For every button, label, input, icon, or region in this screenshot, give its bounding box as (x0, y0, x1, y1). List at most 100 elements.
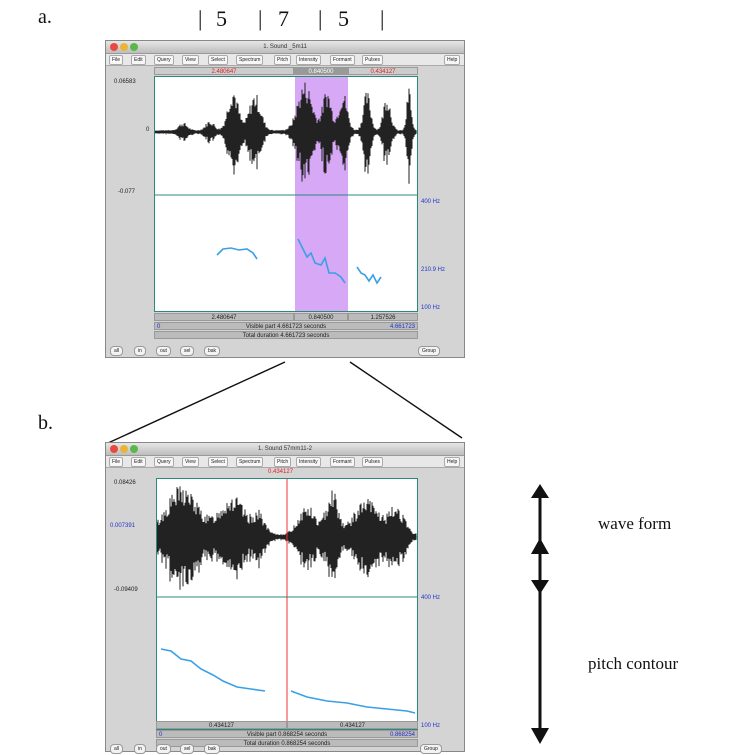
selection-start-time: 2.480647 (154, 67, 294, 75)
bottom-selection-duration: 0.840500 (294, 313, 348, 321)
tone-separator: | (318, 6, 325, 31)
window-titlebar: 1. Sound _5m11 (106, 41, 464, 54)
zoom-all-button[interactable]: all (110, 744, 124, 754)
zoom-in-button[interactable]: in (134, 744, 146, 754)
selection-duration: 0.840500 (294, 67, 348, 75)
waveform-y-zero: 0 (146, 127, 150, 133)
menu-intensity[interactable]: Intensity (296, 457, 321, 467)
visible-end: 0.868254 (389, 732, 415, 738)
menu-bar: File Edit Query View Select Spectrum Pit… (106, 54, 464, 66)
sound-plot-b[interactable] (156, 478, 418, 730)
menu-help[interactable]: Help (444, 55, 461, 65)
zoom-all-button[interactable]: all (110, 346, 124, 356)
window-title: 1. Sound _5m11 (263, 44, 307, 50)
menu-view[interactable]: View (182, 457, 199, 467)
waveform-a (155, 82, 417, 184)
panel-label-a: a. (38, 6, 52, 28)
zoom-out-button[interactable]: out (156, 346, 171, 356)
menu-query[interactable]: Query (154, 457, 174, 467)
sound-window-b: 1. Sound 57mm11-2 File Edit Query View S… (105, 442, 465, 754)
pitch-contour-segment (356, 266, 382, 285)
pitch-contour-segment (160, 648, 266, 692)
visible-part-text: Visible part 0.868254 seconds (246, 732, 328, 738)
window-titlebar: 1. Sound 57mm11-2 (106, 443, 464, 456)
cursor-time: 0.434127 (268, 469, 294, 475)
zoom-back-button[interactable]: bak (204, 744, 221, 754)
close-window-icon[interactable] (110, 43, 118, 51)
pitch-contour-a (216, 238, 382, 285)
minimize-window-icon[interactable] (120, 43, 128, 51)
menu-spectrum[interactable]: Spectrum (236, 457, 264, 467)
menu-formant[interactable]: Formant (330, 55, 355, 65)
zoom-window-icon[interactable] (130, 445, 138, 453)
pitch-contour-arrow (531, 538, 549, 744)
menu-formant[interactable]: Formant (330, 457, 355, 467)
group-checkbox[interactable]: Group (420, 744, 442, 754)
zoom-line-left (107, 361, 286, 444)
menu-select[interactable]: Select (208, 55, 228, 65)
panel-label-b: b. (38, 412, 53, 434)
menu-pulses[interactable]: Pulses (362, 457, 384, 467)
minimize-window-icon[interactable] (120, 445, 128, 453)
waveform-y-cursor: 0.007391 (110, 523, 136, 529)
pitch-contour-segment (216, 247, 258, 260)
waveform-y-max: 0.08426 (114, 480, 136, 486)
tone-mark-1: 5 (216, 6, 229, 31)
menu-pitch[interactable]: Pitch (274, 457, 292, 467)
group-checkbox[interactable]: Group (418, 346, 440, 356)
visible-start: 0 (159, 732, 163, 738)
sound-window-a: 1. Sound _5m11 File Edit Query View Sele… (105, 40, 465, 358)
window-title: 1. Sound 57mm11-2 (258, 446, 312, 452)
menu-select[interactable]: Select (208, 457, 228, 467)
visible-end: 4.661723 (389, 324, 415, 330)
visible-start: 0 (157, 324, 161, 330)
wave-form-label: wave form (598, 514, 672, 533)
bottom-left-duration: 2.480647 (154, 313, 294, 321)
sound-plot-a[interactable] (154, 76, 418, 312)
sound-plot-a-svg (155, 77, 417, 311)
sound-plot-b-svg (157, 479, 417, 729)
pitch-axis-mid: 210.9 Hz (421, 267, 446, 273)
zoom-sel-button[interactable]: sel (180, 346, 195, 356)
visible-part-bar: 0 Visible part 0.868254 seconds 0.868254 (156, 730, 418, 738)
zoom-out-button[interactable]: out (156, 744, 171, 754)
bottom-left-duration: 0.434127 (156, 721, 287, 729)
tone-separator: | (258, 6, 265, 31)
tone-mark-2: 7 (278, 6, 291, 31)
menu-edit[interactable]: Edit (131, 55, 146, 65)
pitch-contour-arrow-icon (531, 538, 549, 744)
zoom-back-button[interactable]: bak (204, 346, 221, 356)
menu-intensity[interactable]: Intensity (296, 55, 321, 65)
pitch-contour-segment (290, 690, 416, 714)
pitch-axis-bottom: 100 Hz (421, 305, 441, 311)
close-window-icon[interactable] (110, 445, 118, 453)
menu-file[interactable]: File (109, 55, 124, 65)
menu-bar: File Edit Query View Select Spectrum Pit… (106, 456, 464, 468)
menu-pulses[interactable]: Pulses (362, 55, 384, 65)
zoom-window-icon[interactable] (130, 43, 138, 51)
visible-part-text: Visible part 4.661723 seconds (245, 324, 327, 330)
menu-edit[interactable]: Edit (131, 457, 146, 467)
bottom-right-duration: 1.257526 (348, 313, 418, 321)
pitch-axis-top: 400 Hz (421, 595, 441, 601)
selection-end-time: 0.434127 (348, 67, 418, 75)
menu-spectrum[interactable]: Spectrum (236, 55, 264, 65)
menu-file[interactable]: File (109, 457, 124, 467)
waveform-b (157, 486, 417, 590)
menu-pitch[interactable]: Pitch (274, 55, 292, 65)
bottom-right-duration: 0.434127 (287, 721, 418, 729)
waveform-y-min: -0.077 (118, 189, 136, 195)
visible-part-bar: 0 Visible part 4.661723 seconds 4.661723 (154, 322, 418, 330)
pitch-axis-top: 400 Hz (421, 199, 441, 205)
zoom-in-button[interactable]: in (134, 346, 146, 356)
pitch-contour-label: pitch contour (588, 654, 679, 673)
menu-query[interactable]: Query (154, 55, 174, 65)
pitch-contour-b (160, 648, 416, 714)
menu-help[interactable]: Help (444, 457, 461, 467)
tone-separator: | (198, 6, 205, 31)
waveform-y-min: -0.09409 (114, 587, 138, 593)
zoom-sel-button[interactable]: sel (180, 744, 195, 754)
waveform-y-max: 0.06583 (114, 79, 136, 85)
menu-view[interactable]: View (182, 55, 199, 65)
